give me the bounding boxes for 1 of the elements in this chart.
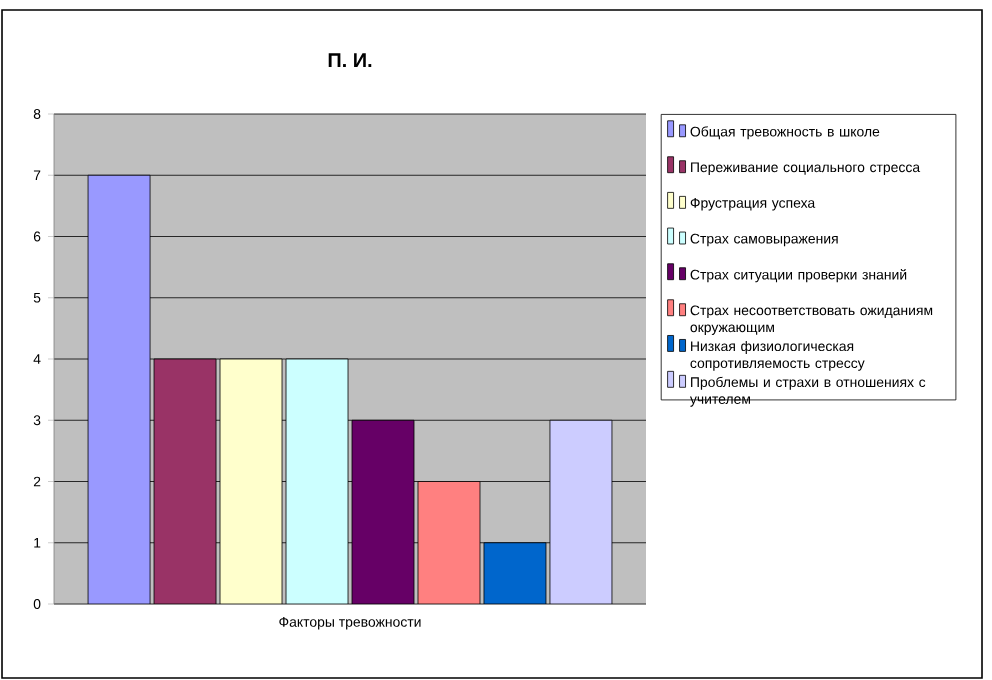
chart-title: П. И. [328,53,372,68]
